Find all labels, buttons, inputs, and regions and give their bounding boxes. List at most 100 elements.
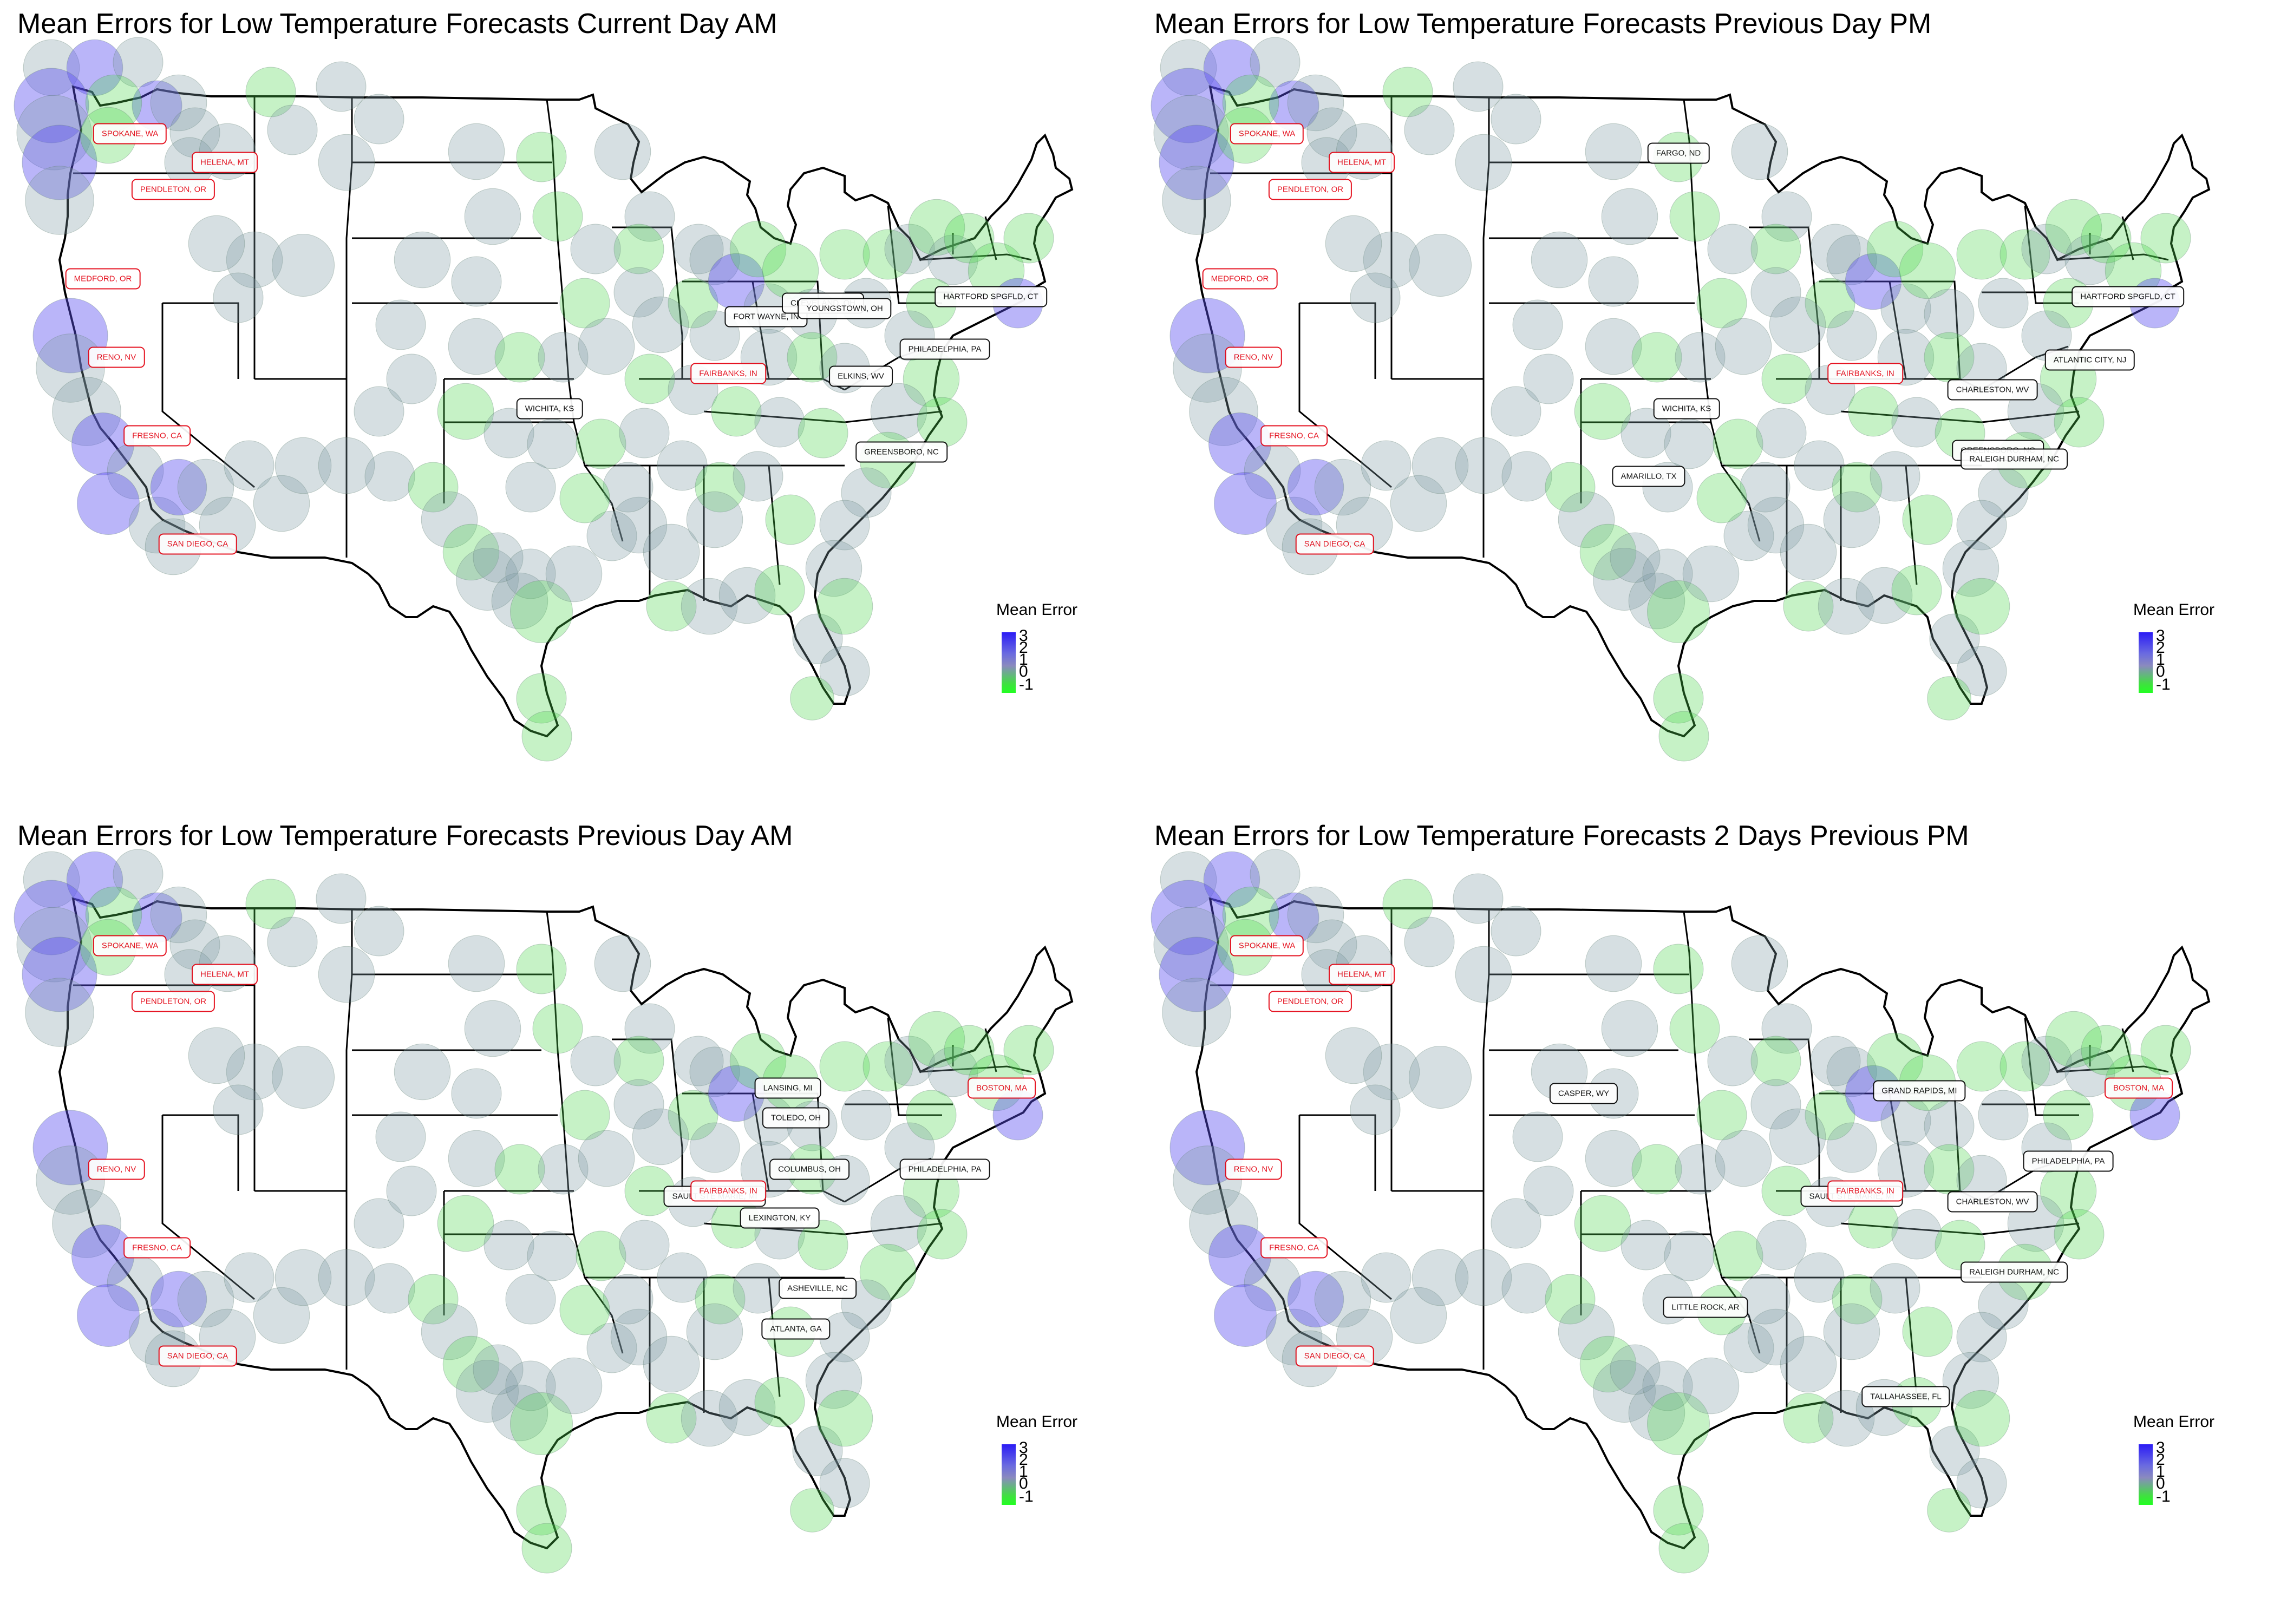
station-error-circle xyxy=(22,125,97,200)
state-borders xyxy=(73,908,1032,1413)
station-error-circle xyxy=(483,1220,534,1271)
station-error-circle xyxy=(1823,1303,1880,1360)
station-error-circle xyxy=(1523,1165,1574,1216)
station-error-circle xyxy=(1455,134,1512,191)
station-error-circle xyxy=(1675,332,1726,383)
station-error-circle xyxy=(1173,1145,1242,1215)
station-label: PENDLETON, OR xyxy=(1268,179,1352,200)
station-error-circle xyxy=(177,459,234,516)
station-error-circle xyxy=(1891,1209,1942,1260)
station-error-circle xyxy=(66,851,123,908)
station-error-circle xyxy=(1956,1312,2007,1363)
legend: Mean Error 3 2 1 0 -1 xyxy=(996,1413,1105,1521)
station-error-circle xyxy=(681,578,738,635)
state-border xyxy=(1299,302,1376,379)
station-error-circle xyxy=(729,220,787,278)
legend-title: Mean Error xyxy=(996,601,1078,619)
station-error-circle xyxy=(586,1322,637,1373)
station-error-circle xyxy=(521,1523,572,1574)
station-error-circle xyxy=(1750,1036,1801,1086)
station-error-circle xyxy=(1153,95,1229,171)
station-label: FAIRBANKS, IN xyxy=(690,363,766,384)
station-error-circle xyxy=(150,74,207,132)
station-error-circle xyxy=(2140,213,2191,264)
station-error-circle xyxy=(1761,191,1812,242)
station-label: YOUNGSTOWN, OH xyxy=(798,298,892,319)
station-error-circle xyxy=(1740,462,1791,513)
station-error-circle xyxy=(1794,1252,1845,1303)
station-error-circle xyxy=(532,1003,583,1054)
state-border xyxy=(2121,1028,2134,1072)
station-error-circle xyxy=(1715,318,1772,375)
station-label: RALEIGH DURHAM, NC xyxy=(1961,448,2068,470)
station-error-circle xyxy=(491,572,548,630)
state-borders xyxy=(73,96,1032,601)
station-label: FRESNO, CA xyxy=(1260,1237,1328,1259)
station-error-circle xyxy=(16,95,92,171)
station-error-circle xyxy=(1756,1220,1807,1271)
state-border xyxy=(546,911,624,1354)
station-error-circle xyxy=(1870,451,1920,502)
station-error-circle xyxy=(1593,1360,1656,1423)
station-error-circle xyxy=(790,676,834,721)
station-error-circle xyxy=(1658,711,1709,762)
station-error-circle xyxy=(448,318,505,375)
station-label: FAIRBANKS, IN xyxy=(1827,1180,1903,1202)
station-error-circle xyxy=(188,1027,245,1084)
station-error-circle xyxy=(1512,299,1563,350)
state-border xyxy=(161,1115,255,1300)
legend-color-bar xyxy=(1002,1444,1016,1505)
station-error-circle xyxy=(318,437,375,494)
station-error-circle xyxy=(819,229,870,280)
station-error-circle xyxy=(792,613,843,664)
station-error-circle xyxy=(695,1274,746,1325)
station-error-circle xyxy=(375,299,426,350)
panel-title: Mean Errors for Low Temperature Forecast… xyxy=(17,8,777,40)
station-error-circle xyxy=(113,37,164,88)
station-error-circle xyxy=(516,944,567,994)
station-label: TALLAHASSEE, FL xyxy=(1861,1386,1950,1407)
station-error-circle xyxy=(1880,283,1931,334)
station-error-circle xyxy=(1631,332,1682,383)
station-error-circle xyxy=(578,318,635,375)
station-error-circle xyxy=(1404,916,1455,967)
station-error-circle xyxy=(1682,1357,1740,1415)
station-error-circle xyxy=(52,1189,121,1258)
station-error-circle xyxy=(1250,849,1301,900)
station-error-circle xyxy=(437,1195,494,1252)
state-border xyxy=(887,1017,942,1116)
state-border xyxy=(984,216,997,260)
legend-tick: -1 xyxy=(2156,1488,2171,1505)
station-label: PHILADELPHIA, PA xyxy=(899,338,990,360)
station-error-circle xyxy=(494,1144,545,1195)
station-label: SAN DIEGO, CA xyxy=(158,1345,237,1367)
station-label: HARTFORD SPGFLD, CT xyxy=(2072,286,2184,307)
station-error-circle xyxy=(177,1271,234,1328)
station-error-circle xyxy=(456,1360,519,1423)
station-error-circle xyxy=(538,1144,589,1195)
station-error-circle xyxy=(1956,1458,2007,1509)
station-error-circle xyxy=(1287,1271,1344,1328)
station-error-circle xyxy=(1942,540,1999,597)
station-error-circle xyxy=(354,94,404,145)
station-error-circle xyxy=(275,437,332,494)
station-error-circle xyxy=(1956,229,2007,280)
station-label: FAIRBANKS, IN xyxy=(690,1180,766,1202)
station-error-circle xyxy=(318,134,375,191)
station-error-circle xyxy=(2081,213,2132,264)
station-error-circle xyxy=(673,224,724,274)
station-label: FRESNO, CA xyxy=(123,1237,191,1259)
station-error-circle xyxy=(862,1041,913,1092)
station-error-circle xyxy=(884,224,935,274)
station-error-circle xyxy=(527,418,578,469)
station-error-circle xyxy=(1783,581,1834,632)
station-error-circle xyxy=(643,1335,700,1393)
station-label: BOSTON, MA xyxy=(2105,1077,2173,1099)
station-error-circle xyxy=(272,1046,335,1109)
station-error-circle xyxy=(505,1274,556,1325)
station-error-circle xyxy=(226,231,283,289)
station-error-circle xyxy=(2021,1036,2072,1086)
station-error-circle xyxy=(646,1393,697,1444)
station-error-circle xyxy=(1956,646,2007,697)
station-error-circle xyxy=(386,1165,437,1216)
